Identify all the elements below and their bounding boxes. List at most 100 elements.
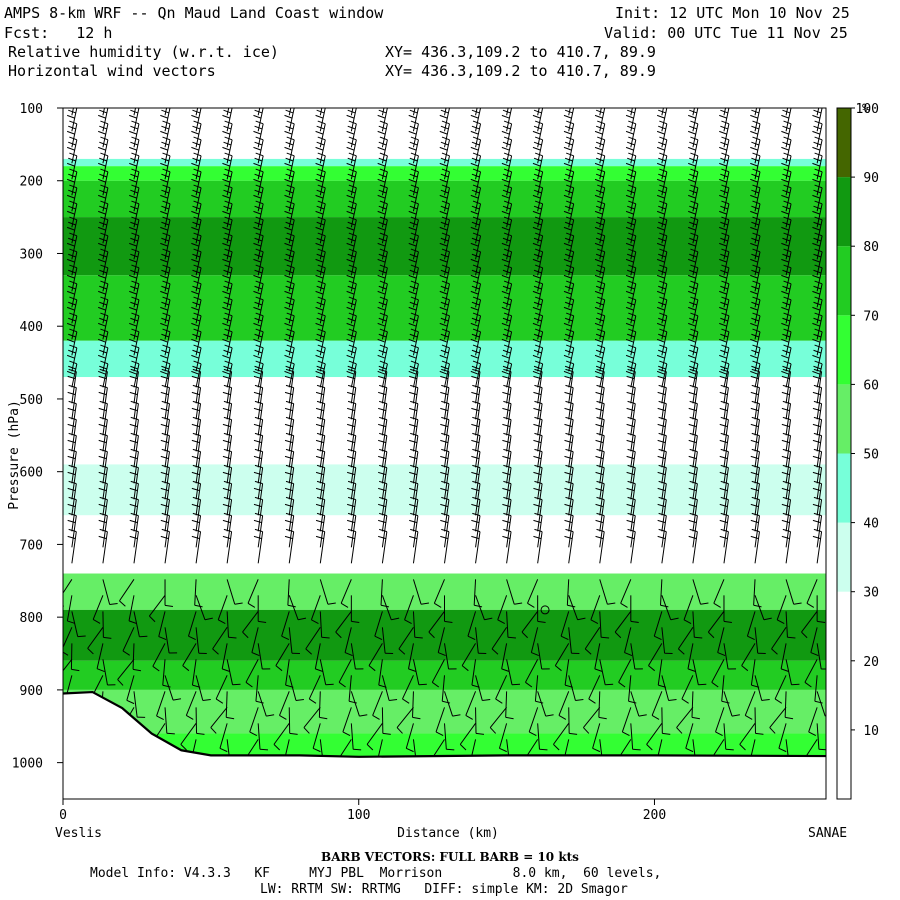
barb-flag xyxy=(98,210,106,215)
barb-flag xyxy=(689,400,698,405)
barb-flag xyxy=(325,683,334,686)
barb-flag xyxy=(780,668,789,672)
barb-flag xyxy=(698,683,707,686)
barb-shaft xyxy=(785,531,792,564)
barb-flag xyxy=(315,178,324,183)
barb-shaft xyxy=(621,707,632,733)
wind-barb xyxy=(473,579,483,608)
barb-flag xyxy=(377,258,386,263)
barb-shaft xyxy=(164,531,170,564)
barb-shaft xyxy=(257,643,263,670)
barb-flag xyxy=(100,344,109,349)
barb-flag xyxy=(628,232,636,237)
barb-flag xyxy=(721,89,729,92)
barb-flag xyxy=(439,130,448,135)
barb-flag xyxy=(286,120,295,125)
barb-flag xyxy=(192,317,201,322)
barb-flag xyxy=(410,248,419,253)
barb-flag xyxy=(441,280,450,285)
wind-barb xyxy=(431,659,445,688)
barb-flag xyxy=(441,184,450,189)
barb-flag xyxy=(472,368,481,373)
barb-flag xyxy=(378,205,387,210)
barb-flag xyxy=(99,432,108,437)
barb-flag xyxy=(347,109,356,114)
barb-flag xyxy=(316,189,325,194)
barb-flag xyxy=(439,194,448,199)
wind-barb xyxy=(713,579,725,608)
wind-barb xyxy=(335,611,352,639)
barb-flag xyxy=(172,698,182,701)
barb-flag xyxy=(628,344,636,349)
barb-flag xyxy=(347,432,356,437)
barb-flag xyxy=(130,496,139,501)
barb-flag xyxy=(471,253,480,258)
barb-shaft xyxy=(368,643,383,666)
barb-shaft xyxy=(119,579,135,602)
barb-flag xyxy=(719,306,727,311)
barb-flag xyxy=(286,280,295,285)
barb-flag xyxy=(254,400,263,405)
barb-flag xyxy=(130,157,139,162)
barb-flag xyxy=(751,189,760,194)
barb-shaft xyxy=(156,691,166,717)
barb-flag xyxy=(160,274,168,279)
barb-flag xyxy=(149,615,156,623)
barb-flag xyxy=(627,400,636,405)
barb-flag xyxy=(316,400,325,405)
barb-shaft xyxy=(677,627,694,650)
barb-flag xyxy=(441,232,450,237)
barb-flag xyxy=(814,136,823,141)
barb-flag xyxy=(410,280,419,285)
barb-flag xyxy=(255,344,264,349)
wind-barb xyxy=(491,627,508,655)
barb-flag xyxy=(750,471,759,476)
barb-flag xyxy=(377,226,386,231)
barb-flag xyxy=(66,274,75,279)
barb-flag xyxy=(68,253,76,258)
barb-flag xyxy=(501,354,510,359)
barb-flag xyxy=(130,285,139,290)
barb-flag xyxy=(470,210,479,215)
barb-flag xyxy=(747,635,755,641)
barb-flag xyxy=(223,448,232,453)
barb-flag xyxy=(410,232,419,237)
barb-flag xyxy=(316,125,325,130)
barb-flag xyxy=(378,221,387,226)
barb-flag xyxy=(191,354,200,359)
barb-flag xyxy=(315,162,324,167)
wind-barb xyxy=(812,528,823,564)
barb-flag xyxy=(192,448,201,453)
barb-flag xyxy=(813,368,822,373)
barb-flag xyxy=(316,269,325,274)
barb-shaft xyxy=(257,691,267,717)
barb-flag xyxy=(222,391,231,396)
wind-barb xyxy=(691,691,700,720)
barb-flag xyxy=(191,178,200,183)
barb-flag xyxy=(441,152,450,157)
barb-flag xyxy=(441,296,450,301)
barb-flag xyxy=(254,173,263,178)
barb-flag xyxy=(627,94,635,97)
barb-flag xyxy=(223,125,232,130)
barb-flag xyxy=(596,496,605,501)
wind-barb xyxy=(688,360,699,388)
barb-flag xyxy=(533,535,542,540)
barb-flag xyxy=(750,439,759,444)
barb-flag xyxy=(626,455,635,460)
barb-flag xyxy=(654,635,662,641)
barb-flag xyxy=(379,512,387,517)
barb-flag xyxy=(814,232,823,237)
barb-flag xyxy=(316,349,325,354)
barb-flag xyxy=(651,715,660,720)
barb-flag xyxy=(648,665,655,672)
barb-flag xyxy=(348,200,357,205)
wind-barb xyxy=(646,723,663,751)
barb-flag xyxy=(627,349,635,354)
barb-flag xyxy=(627,253,635,258)
barb-flag xyxy=(577,617,586,621)
barb-flag xyxy=(377,146,386,151)
barb-flag xyxy=(690,328,699,333)
wind-barb xyxy=(437,627,446,657)
barb-flag xyxy=(161,125,170,130)
